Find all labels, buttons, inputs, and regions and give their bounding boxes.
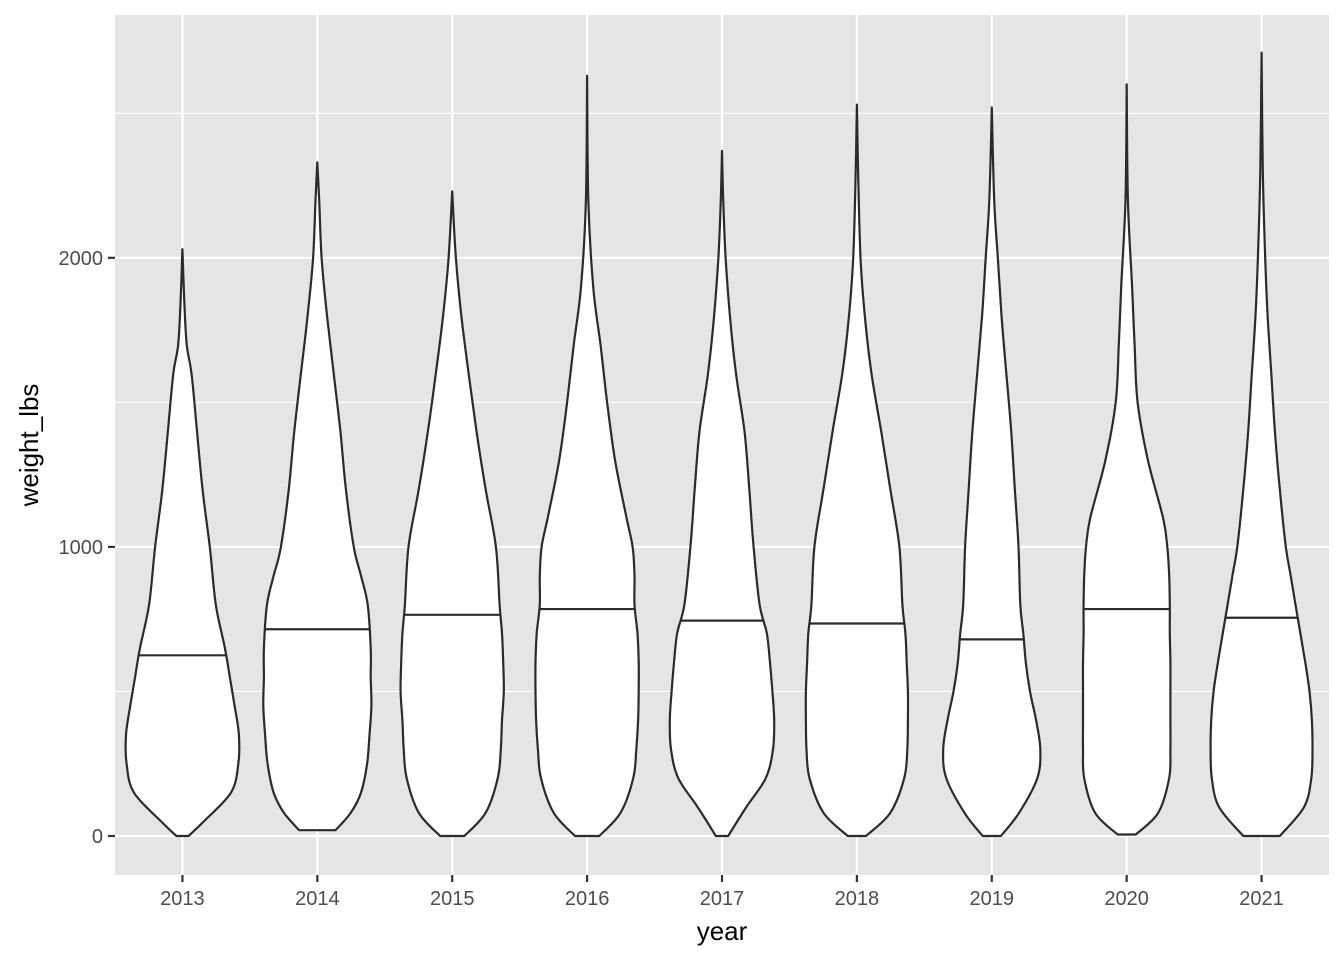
violin-2017 [668, 149, 776, 838]
x-tick-label-2015: 2015 [430, 888, 475, 910]
violin-2020 [1081, 83, 1172, 836]
violin-2015 [399, 190, 505, 838]
x-tick-label-2013: 2013 [160, 888, 205, 910]
x-axis: 2013 2014 2015 2016 2017 2018 2019 2020 2021 [160, 875, 1284, 910]
y-tick-label-2: 2000 [59, 248, 104, 270]
x-tick-label-2019: 2019 [970, 888, 1015, 910]
y-tick-label-1: 1000 [59, 537, 104, 559]
violin-2021 [1209, 51, 1314, 838]
y-axis-title: weight_lbs [14, 384, 44, 508]
x-tick-label-2016: 2016 [565, 888, 610, 910]
violins [124, 51, 1314, 838]
x-tick-label-2017: 2017 [700, 888, 745, 910]
violin-2018 [804, 103, 910, 838]
x-tick-label-2020: 2020 [1104, 888, 1149, 910]
x-tick-label-2021: 2021 [1239, 888, 1284, 910]
x-tick-label-2014: 2014 [295, 888, 340, 910]
violin-2016 [534, 74, 640, 838]
violin-2014 [262, 161, 373, 832]
x-tick-label-2018: 2018 [835, 888, 880, 910]
violin-2013 [124, 248, 241, 838]
x-axis-title: year [697, 916, 748, 946]
y-tick-label-0: 0 [92, 826, 103, 848]
y-axis: 0 1000 2000 [59, 248, 115, 848]
violin-2019 [941, 106, 1042, 838]
